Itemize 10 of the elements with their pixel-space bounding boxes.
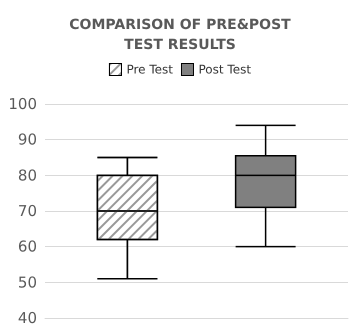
y-tick-label: 90 xyxy=(18,130,37,149)
legend-label: Pre Test xyxy=(126,62,174,76)
y-tick-label: 60 xyxy=(18,238,37,256)
y-tick-label: 80 xyxy=(18,166,37,184)
y-tick-label: 50 xyxy=(18,273,37,292)
legend-label: Post Test xyxy=(198,62,252,76)
chart-title: COMPARISON OF PRE&POST TEST RESULTS xyxy=(69,17,292,53)
y-tick-label: 40 xyxy=(18,309,37,327)
y-tick-label: 100 xyxy=(8,95,37,113)
y-tick-label: 70 xyxy=(18,202,37,220)
